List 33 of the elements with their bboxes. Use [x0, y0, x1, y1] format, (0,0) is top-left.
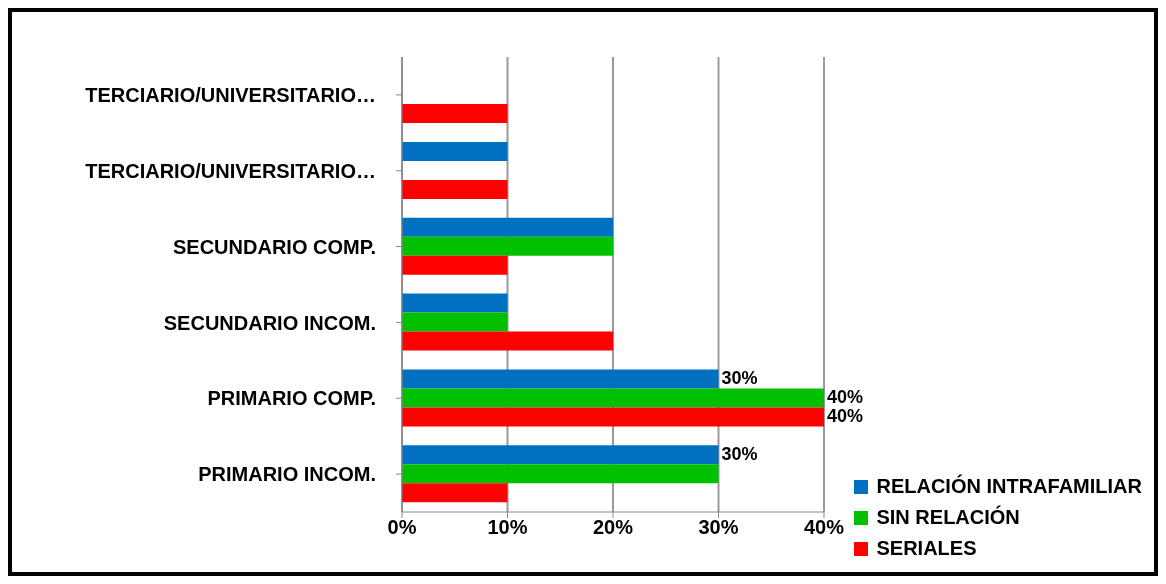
data-label: 30% [721, 367, 758, 388]
y-tick-label: SECUNDARIO COMP. [173, 235, 376, 258]
bar [402, 255, 508, 275]
data-label: 40% [827, 386, 864, 407]
x-tick-label: 0% [387, 516, 417, 539]
bar [402, 407, 824, 427]
y-tick-label: PRIMARIO INCOM. [198, 463, 376, 486]
bar [402, 483, 508, 503]
bar [402, 141, 508, 161]
y-tick-label: PRIMARIO COMP. [207, 387, 376, 410]
bar [402, 331, 613, 351]
bar [402, 464, 719, 484]
bar [402, 388, 824, 408]
y-tick-label: SECUNDARIO INCOM. [163, 311, 376, 334]
bar [402, 369, 719, 389]
y-tick-label: TERCIARIO/UNIVERSITARIO… [85, 84, 376, 107]
x-tick-label: 10% [487, 516, 528, 539]
bar [402, 293, 508, 313]
bar [402, 217, 613, 237]
bar [402, 445, 719, 465]
legend-label: SERIALES [876, 536, 977, 561]
legend-label: SIN RELACIÓN [876, 504, 1020, 530]
bar [402, 236, 613, 256]
y-tick-label: TERCIARIO/UNIVERSITARIO… [85, 159, 376, 182]
data-label: 30% [721, 443, 758, 464]
x-tick-label: 20% [592, 516, 634, 539]
legend-label: RELACIÓN INTRAFAMILIAR [876, 473, 1142, 499]
data-label: 40% [827, 405, 864, 426]
bar [402, 312, 508, 332]
bar [402, 179, 508, 199]
bar [402, 104, 508, 124]
x-tick-label: 30% [698, 516, 739, 539]
x-tick-label: 40% [803, 516, 845, 539]
